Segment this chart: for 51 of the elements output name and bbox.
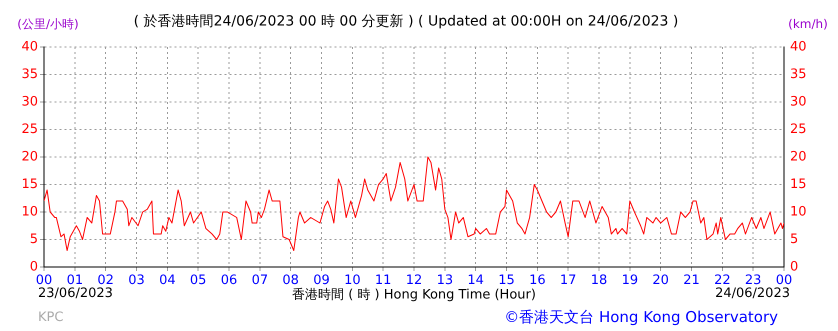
y2-tick-label: 30 — [790, 94, 807, 110]
x-tick-label: 20 — [652, 273, 669, 288]
y2-tick-label: 15 — [790, 176, 807, 192]
x-tick-label: 02 — [97, 273, 114, 288]
x-tick-label: 14 — [467, 273, 484, 288]
x-tick-label: 12 — [406, 273, 422, 288]
y2-tick-label: 20 — [790, 149, 807, 164]
x-tick-label: 00 — [36, 273, 52, 288]
x-tick-label: 04 — [159, 273, 176, 288]
x-tick-label: 06 — [220, 273, 238, 288]
x-tick-label: 16 — [529, 273, 546, 288]
x-tick-label: 13 — [436, 273, 454, 288]
x-tick-label: 07 — [252, 273, 268, 288]
y-tick-label: 0 — [30, 259, 38, 274]
y-tick-label: 20 — [21, 149, 38, 164]
y2-tick-label: 5 — [790, 232, 798, 247]
y-axis-title: (公里/小時) — [17, 17, 79, 32]
x-tick-label: 17 — [560, 273, 576, 288]
y-tick-label: 5 — [30, 232, 38, 247]
text: 24/06/2023 — [715, 286, 790, 301]
y2-tick-label: 35 — [790, 66, 807, 82]
text: ©香港天文台 Hong Kong Observatory — [504, 308, 778, 327]
y-tick-label: 15 — [21, 176, 38, 192]
chart-title: ( 於香港時間24/06/2023 00 時 00 分更新 ) ( Updated at 00:00H on 24/06/2023 ) — [134, 14, 678, 30]
text: KPC — [38, 310, 64, 325]
x-tick-label: 21 — [683, 273, 700, 288]
x-tick-label: 10 — [344, 273, 361, 288]
x-axis-title: 香港時間 ( 時 ) Hong Kong Time (Hour) — [292, 288, 536, 303]
y2-tick-label: 25 — [790, 122, 807, 137]
y-tick-label: 40 — [21, 39, 38, 54]
y-tick-label: 35 — [21, 66, 38, 82]
y2-tick-label: 40 — [790, 39, 807, 54]
x-tick-label: 08 — [282, 273, 299, 288]
y-tick-label: 25 — [21, 122, 38, 137]
y-tick-label: 10 — [21, 204, 38, 220]
x-tick-label: 15 — [498, 273, 515, 288]
text: 23/06/2023 — [38, 286, 113, 301]
x-tick-label: 00 — [776, 273, 792, 288]
x-tick-label: 19 — [622, 273, 638, 288]
x-tick-label: 18 — [590, 273, 608, 288]
x-tick-label: 22 — [714, 273, 731, 288]
x-tick-label: 03 — [128, 273, 145, 288]
y2-axis-title: (km/h) — [788, 17, 828, 32]
y2-tick-label: 10 — [790, 204, 807, 220]
x-tick-label: 11 — [374, 273, 392, 288]
y2-tick-label: 0 — [790, 259, 798, 274]
y-tick-label: 30 — [21, 94, 38, 110]
x-tick-label: 01 — [66, 273, 84, 288]
x-tick-label: 05 — [190, 273, 206, 288]
x-tick-label: 09 — [313, 273, 330, 288]
x-tick-label: 23 — [744, 273, 762, 288]
